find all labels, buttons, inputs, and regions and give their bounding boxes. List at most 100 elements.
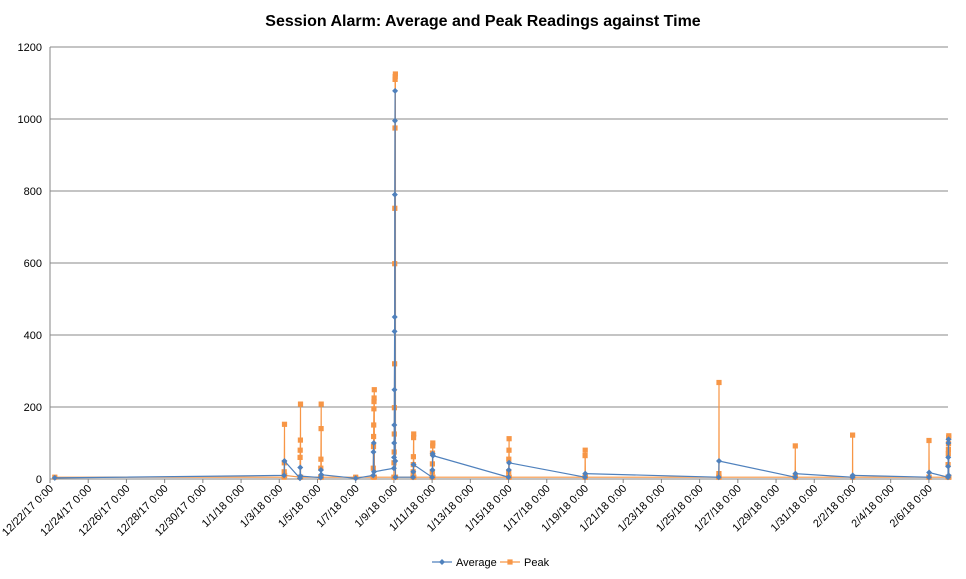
data-point-peak bbox=[582, 447, 588, 453]
data-point-average bbox=[391, 386, 398, 393]
data-point-average bbox=[392, 474, 399, 481]
data-point-average bbox=[582, 470, 589, 477]
data-point-average bbox=[391, 422, 398, 428]
data-point-average bbox=[506, 459, 513, 466]
data-point-average bbox=[318, 471, 325, 478]
data-point-average bbox=[505, 467, 512, 473]
data-point-average bbox=[925, 474, 932, 481]
data-point-average bbox=[281, 472, 288, 479]
data-point-average bbox=[945, 454, 952, 461]
data-point-average bbox=[370, 440, 377, 446]
data-point-peak bbox=[371, 399, 377, 405]
data-point-average bbox=[505, 474, 512, 481]
data-point-average bbox=[849, 472, 856, 479]
data-point-average bbox=[371, 468, 378, 475]
data-point-peak bbox=[371, 433, 377, 440]
data-point-peak bbox=[716, 379, 722, 386]
data-point-peak bbox=[318, 426, 324, 432]
data-point-average bbox=[926, 469, 933, 476]
data-point-peak bbox=[371, 406, 377, 412]
data-point-peak bbox=[850, 432, 856, 438]
y-tick-label: 1200 bbox=[18, 42, 42, 54]
data-point-average bbox=[391, 440, 398, 446]
y-tick-label: 800 bbox=[24, 186, 42, 198]
data-point-average bbox=[352, 475, 359, 482]
data-point-peak bbox=[506, 447, 512, 453]
data-point-peak bbox=[410, 454, 416, 460]
legend-label: Average bbox=[456, 557, 497, 569]
data-point-average bbox=[392, 87, 399, 94]
data-point-peak bbox=[297, 437, 303, 443]
legend-item-average: Average bbox=[432, 557, 497, 569]
data-point-average bbox=[429, 452, 436, 459]
data-point-average bbox=[792, 470, 799, 477]
data-point-average bbox=[392, 458, 399, 464]
data-point-peak bbox=[926, 437, 932, 444]
data-point-peak bbox=[792, 443, 798, 449]
data-point-peak bbox=[297, 447, 303, 453]
data-point-peak bbox=[506, 456, 512, 462]
data-point-average bbox=[429, 467, 436, 473]
data-point-peak bbox=[371, 387, 377, 393]
data-point-average bbox=[390, 465, 397, 472]
data-point-average bbox=[391, 117, 398, 124]
data-point-peak bbox=[392, 76, 398, 82]
data-point-peak bbox=[297, 454, 303, 460]
data-point-peak bbox=[318, 456, 324, 462]
y-tick-label: 0 bbox=[36, 474, 42, 486]
data-point-peak bbox=[411, 435, 417, 441]
data-point-average bbox=[715, 458, 722, 464]
data-point-average bbox=[51, 474, 58, 481]
series-line-average bbox=[54, 90, 950, 480]
data-point-average bbox=[792, 474, 799, 481]
data-point-average bbox=[581, 474, 588, 481]
data-point-average bbox=[429, 474, 436, 481]
y-axis-tick-labels: 0 200 400 600 800 1000 1200 bbox=[18, 42, 42, 486]
axes bbox=[49, 47, 948, 480]
legend: Average Peak bbox=[432, 557, 550, 569]
data-point-average bbox=[945, 436, 952, 443]
data-point-peak bbox=[371, 395, 377, 401]
data-point-average bbox=[317, 467, 324, 473]
data-point-average bbox=[370, 449, 377, 455]
data-point-peak bbox=[582, 453, 588, 459]
data-point-peak bbox=[411, 431, 417, 437]
series-average bbox=[51, 87, 952, 482]
data-point-average bbox=[281, 458, 288, 464]
series-peak bbox=[52, 71, 952, 480]
data-point-average bbox=[297, 464, 304, 471]
data-point-average bbox=[945, 440, 952, 446]
data-point-peak bbox=[371, 422, 377, 428]
y-tick-label: 400 bbox=[24, 330, 42, 342]
data-point-peak bbox=[506, 436, 512, 442]
y-tick-label: 1000 bbox=[18, 114, 42, 126]
legend-swatch-marker bbox=[507, 559, 513, 565]
legend-label: Peak bbox=[524, 557, 550, 569]
data-point-average bbox=[391, 328, 398, 335]
gridlines bbox=[50, 46, 948, 408]
data-point-peak bbox=[392, 71, 398, 77]
legend-item-peak: Peak bbox=[500, 557, 550, 569]
data-point-peak bbox=[297, 401, 304, 407]
data-point-average bbox=[410, 474, 417, 481]
data-point-average bbox=[391, 191, 398, 198]
data-point-average bbox=[945, 472, 952, 479]
series-line-peak bbox=[54, 73, 950, 478]
data-point-average bbox=[715, 474, 722, 481]
y-tick-label: 600 bbox=[24, 258, 42, 270]
data-point-average bbox=[945, 463, 952, 470]
y-tick-label: 200 bbox=[24, 402, 42, 414]
chart-title: Session Alarm: Average and Peak Readings… bbox=[265, 13, 701, 30]
data-point-average bbox=[391, 314, 398, 320]
data-point-average bbox=[410, 468, 417, 475]
data-point-average bbox=[410, 461, 417, 468]
data-point-peak bbox=[318, 401, 324, 407]
data-point-peak bbox=[430, 443, 436, 449]
data-point-average bbox=[297, 473, 304, 480]
data-point-peak bbox=[281, 421, 288, 427]
data-point-peak bbox=[430, 440, 436, 446]
legend-swatch-marker bbox=[439, 559, 445, 565]
